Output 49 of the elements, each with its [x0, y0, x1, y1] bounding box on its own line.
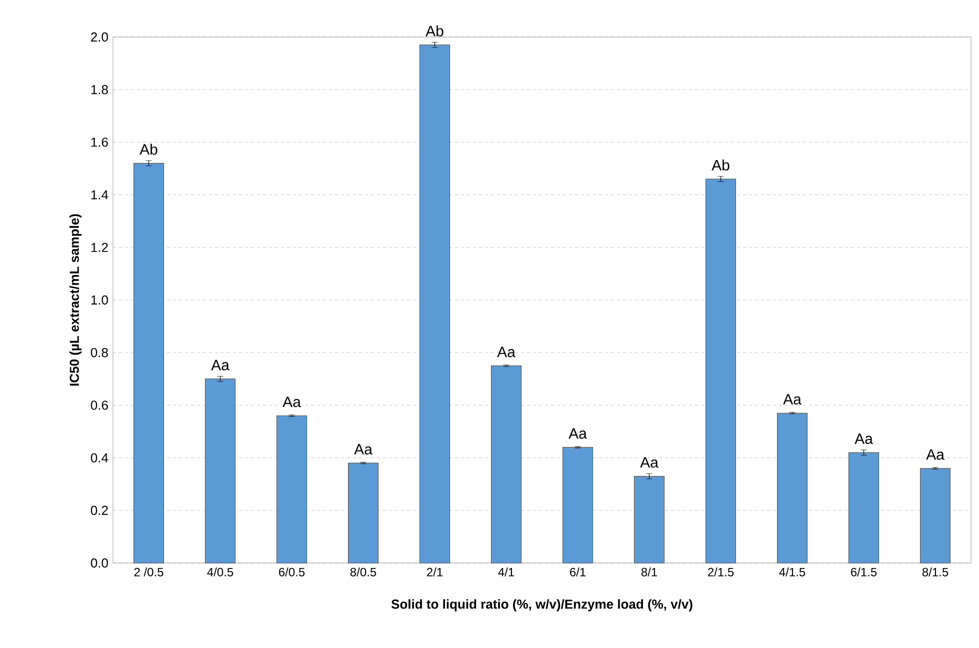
annotation: Aa: [282, 396, 301, 408]
x-tick-label: 6/1: [570, 568, 586, 576]
y-tick-label: 2.0: [91, 32, 108, 42]
y-tick-label: 0.8: [90, 348, 108, 358]
x-tick-label: 2/1.5: [708, 568, 734, 576]
bar: [562, 447, 594, 564]
bar: [348, 462, 379, 564]
y-tick-label: 0.4: [90, 453, 108, 462]
x-tick-label: 8/1: [641, 568, 658, 576]
y-tick-label: 0.6: [90, 400, 108, 410]
bar: [491, 366, 522, 564]
bar: [848, 452, 880, 564]
x-tick-label: 6/1.5: [851, 568, 877, 576]
bar: [920, 468, 951, 564]
annotation: Aa: [211, 360, 230, 370]
x-tick-label: 4/0.5: [207, 568, 234, 576]
x-tick-label: 4/1: [498, 568, 514, 576]
x-tick-label: 2/1: [427, 568, 443, 576]
annotation: Aa: [640, 457, 658, 468]
bar: [205, 378, 236, 564]
annotation: Aa: [568, 428, 587, 439]
annotation: Aa: [497, 346, 516, 358]
annotation: Aa: [926, 449, 944, 460]
y-tick-label: 1.8: [91, 84, 108, 94]
y-tick-label: 1.0: [91, 295, 108, 305]
x-tick-label: 8/0.5: [350, 568, 376, 576]
y-tick-label: 0.2: [90, 506, 108, 515]
bar: [777, 412, 808, 564]
y-axis-title: IC50 (µL extract/mL sample): [69, 214, 82, 386]
bar: [276, 415, 308, 564]
annotation: Ab: [426, 25, 444, 36]
x-tick-label: 6/0.5: [279, 568, 305, 576]
annotation: Ab: [140, 144, 158, 155]
y-tick-label: 0.0: [90, 558, 108, 568]
x-tick-label: 2 /0.5: [134, 568, 164, 576]
y-tick-label: 1.6: [91, 138, 108, 147]
annotation: Aa: [854, 434, 873, 444]
y-tick-label: 1.4: [91, 190, 108, 200]
y-tick-label: 1.2: [91, 242, 108, 252]
annotation: Aa: [783, 394, 802, 405]
bar: [420, 44, 450, 564]
bar: [634, 476, 665, 564]
annotation: Ab: [712, 159, 730, 170]
x-tick-label: 4/1.5: [779, 568, 806, 576]
bar: [706, 178, 736, 564]
bar: [134, 162, 164, 564]
x-axis-title: Solid to liquid ratio (%, w/v)/Enzyme load (%, v/v): [391, 599, 692, 612]
x-tick-label: 8/1.5: [922, 568, 948, 576]
annotation: Aa: [354, 444, 372, 455]
